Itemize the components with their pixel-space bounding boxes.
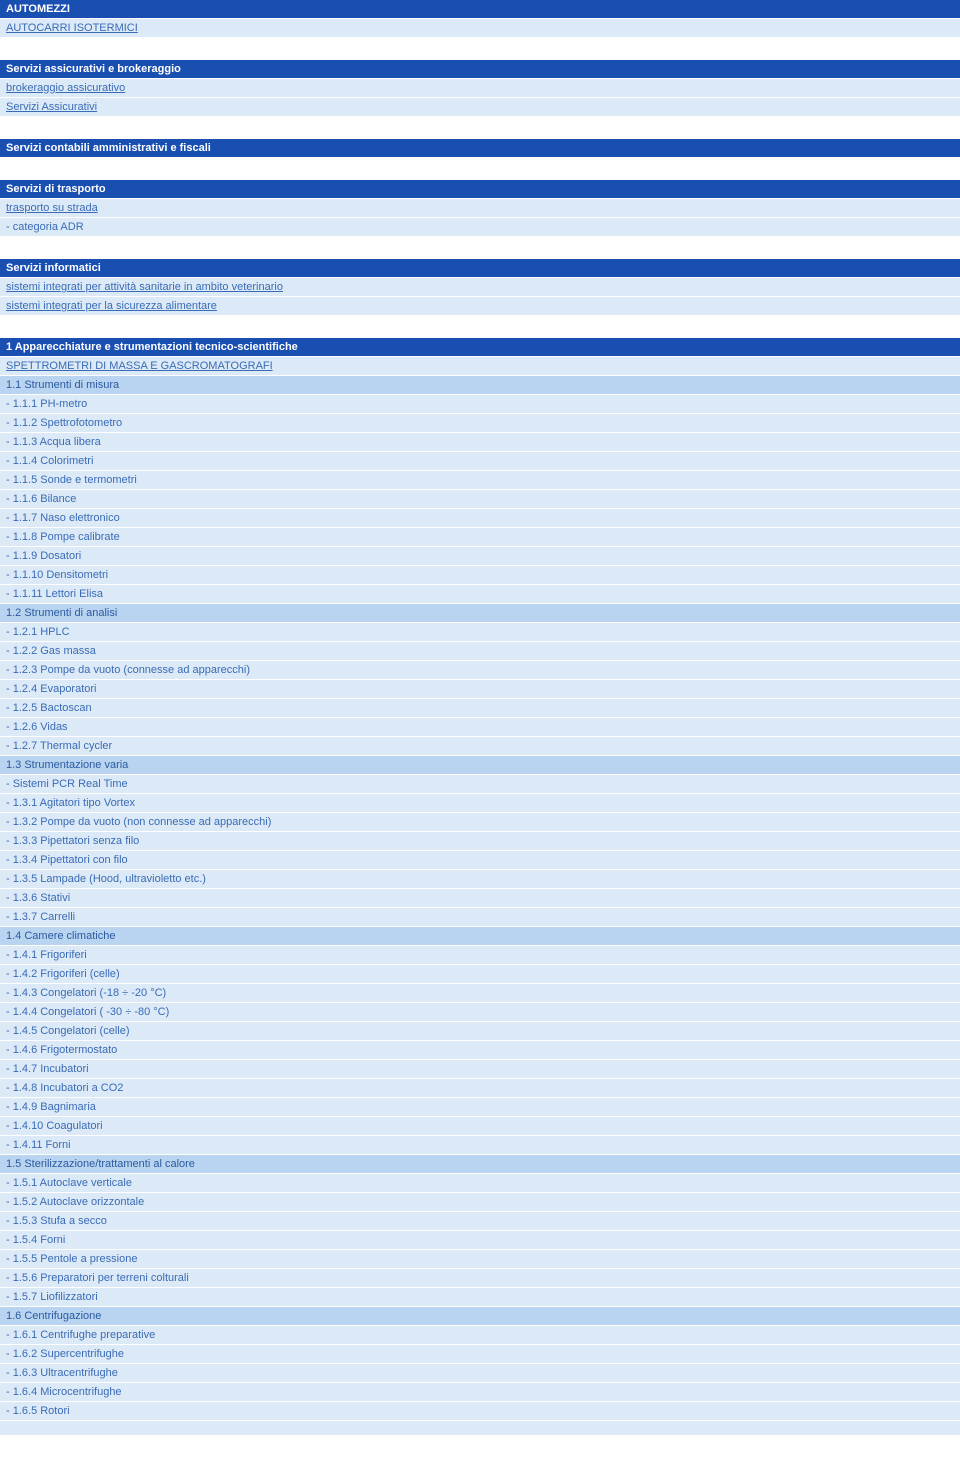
section-0-header[interactable]: AUTOMEZZI — [0, 0, 960, 19]
main-row-8: - 1.1.7 Naso elettronico — [0, 509, 960, 528]
main-row-15: - 1.2.2 Gas massa — [0, 642, 960, 661]
main-row-44: - 1.5.2 Autoclave orizzontale — [0, 1193, 960, 1212]
main-row-26: - 1.3.4 Pipettatori con filo — [0, 851, 960, 870]
main-row-20: - 1.2.7 Thermal cycler — [0, 737, 960, 756]
section-1: Servizi assicurativi e brokeraggio broker… — [0, 60, 960, 117]
section-3: Servizi di trasporto trasporto su strada -… — [0, 180, 960, 237]
section-4: Servizi informatici sistemi integrati per… — [0, 259, 960, 316]
main-row-49: - 1.5.7 Liofilizzatori — [0, 1288, 960, 1307]
section-4-row-1-label: sistemi integrati per la sicurezza alime… — [6, 300, 217, 312]
main-row-37: - 1.4.7 Incubatori — [0, 1060, 960, 1079]
section-0-row-0-label: AUTOCARRI ISOTERMICI — [6, 22, 138, 34]
main-row-16: - 1.2.3 Pompe da vuoto (connesse ad appa… — [0, 661, 960, 680]
section-2-header[interactable]: Servizi contabili amministrativi e fisca… — [0, 139, 960, 158]
section-0: AUTOMEZZI AUTOCARRI ISOTERMICI — [0, 0, 960, 38]
main-row-46: - 1.5.4 Forni — [0, 1231, 960, 1250]
section-0-row-0[interactable]: AUTOCARRI ISOTERMICI — [0, 19, 960, 38]
main-row-19: - 1.2.6 Vidas — [0, 718, 960, 737]
main-row-5: - 1.1.4 Colorimetri — [0, 452, 960, 471]
main-row-7: - 1.1.6 Bilance — [0, 490, 960, 509]
section-4-header[interactable]: Servizi informatici — [0, 259, 960, 278]
section-4-row-1[interactable]: sistemi integrati per la sicurezza alime… — [0, 297, 960, 316]
main-row-51: - 1.6.1 Centrifughe preparative — [0, 1326, 960, 1345]
section-1-header[interactable]: Servizi assicurativi e brokeraggio — [0, 60, 960, 79]
main-row-40: - 1.4.10 Coagulatori — [0, 1117, 960, 1136]
section-3-row-0-label: trasporto su strada — [6, 202, 98, 214]
section-2: Servizi contabili amministrativi e fisca… — [0, 139, 960, 158]
main-row-10: - 1.1.9 Dosatori — [0, 547, 960, 566]
main-footer-spacer — [0, 1421, 960, 1435]
main-section: 1 Apparecchiature e strumentazioni tecni… — [0, 338, 960, 1435]
main-row-22: - Sistemi PCR Real Time — [0, 775, 960, 794]
main-row-33: - 1.4.3 Congelatori (-18 ÷ -20 °C) — [0, 984, 960, 1003]
main-row-35: - 1.4.5 Congelatori (celle) — [0, 1022, 960, 1041]
main-row-3: - 1.1.2 Spettrofotometro — [0, 414, 960, 433]
main-row-24: - 1.3.2 Pompe da vuoto (non connesse ad … — [0, 813, 960, 832]
main-row-11: - 1.1.10 Densitometri — [0, 566, 960, 585]
main-row-55: - 1.6.5 Rotori — [0, 1402, 960, 1421]
main-row-45: - 1.5.3 Stufa a secco — [0, 1212, 960, 1231]
main-row-36: - 1.4.6 Frigotermostato — [0, 1041, 960, 1060]
main-row-41: - 1.4.11 Forni — [0, 1136, 960, 1155]
main-row-0[interactable]: SPETTROMETRI DI MASSA E GASCROMATOGRAFI — [0, 357, 960, 376]
main-row-18: - 1.2.5 Bactoscan — [0, 699, 960, 718]
main-row-53: - 1.6.3 Ultracentrifughe — [0, 1364, 960, 1383]
main-row-38: - 1.4.8 Incubatori a CO2 — [0, 1079, 960, 1098]
section-1-row-1-label: Servizi Assicurativi — [6, 101, 97, 113]
main-row-43: - 1.5.1 Autoclave verticale — [0, 1174, 960, 1193]
main-row-1[interactable]: 1.1 Strumenti di misura — [0, 376, 960, 395]
main-row-12: - 1.1.11 Lettori Elisa — [0, 585, 960, 604]
section-4-row-0[interactable]: sistemi integrati per attività sanitarie… — [0, 278, 960, 297]
main-row-0-label: SPETTROMETRI DI MASSA E GASCROMATOGRAFI — [6, 360, 273, 372]
main-row-2: - 1.1.1 PH-metro — [0, 395, 960, 414]
main-row-13[interactable]: 1.2 Strumenti di analisi — [0, 604, 960, 623]
main-row-29: - 1.3.7 Carrelli — [0, 908, 960, 927]
main-row-34: - 1.4.4 Congelatori ( -30 ÷ -80 °C) — [0, 1003, 960, 1022]
main-row-42[interactable]: 1.5 Sterilizzazione/trattamenti al calor… — [0, 1155, 960, 1174]
main-row-23: - 1.3.1 Agitatori tipo Vortex — [0, 794, 960, 813]
section-3-row-0[interactable]: trasporto su strada — [0, 199, 960, 218]
main-row-54: - 1.6.4 Microcentrifughe — [0, 1383, 960, 1402]
main-row-28: - 1.3.6 Stativi — [0, 889, 960, 908]
main-row-9: - 1.1.8 Pompe calibrate — [0, 528, 960, 547]
main-row-32: - 1.4.2 Frigoriferi (celle) — [0, 965, 960, 984]
section-1-row-0[interactable]: brokeraggio assicurativo — [0, 79, 960, 98]
section-4-row-0-label: sistemi integrati per attività sanitarie… — [6, 281, 283, 293]
section-3-row-1: - categoria ADR — [0, 218, 960, 237]
main-row-50[interactable]: 1.6 Centrifugazione — [0, 1307, 960, 1326]
main-row-47: - 1.5.5 Pentole a pressione — [0, 1250, 960, 1269]
main-row-27: - 1.3.5 Lampade (Hood, ultravioletto etc… — [0, 870, 960, 889]
main-row-21[interactable]: 1.3 Strumentazione varia — [0, 756, 960, 775]
main-row-31: - 1.4.1 Frigoriferi — [0, 946, 960, 965]
main-row-4: - 1.1.3 Acqua libera — [0, 433, 960, 452]
section-1-row-0-label: brokeraggio assicurativo — [6, 82, 125, 94]
main-row-14: - 1.2.1 HPLC — [0, 623, 960, 642]
main-section-header[interactable]: 1 Apparecchiature e strumentazioni tecni… — [0, 338, 960, 357]
main-row-17: - 1.2.4 Evaporatori — [0, 680, 960, 699]
main-row-25: - 1.3.3 Pipettatori senza filo — [0, 832, 960, 851]
main-row-39: - 1.4.9 Bagnimaria — [0, 1098, 960, 1117]
main-row-6: - 1.1.5 Sonde e termometri — [0, 471, 960, 490]
main-row-30[interactable]: 1.4 Camere climatiche — [0, 927, 960, 946]
section-3-header[interactable]: Servizi di trasporto — [0, 180, 960, 199]
section-1-row-1[interactable]: Servizi Assicurativi — [0, 98, 960, 117]
main-row-52: - 1.6.2 Supercentrifughe — [0, 1345, 960, 1364]
main-row-48: - 1.5.6 Preparatori per terreni coltural… — [0, 1269, 960, 1288]
